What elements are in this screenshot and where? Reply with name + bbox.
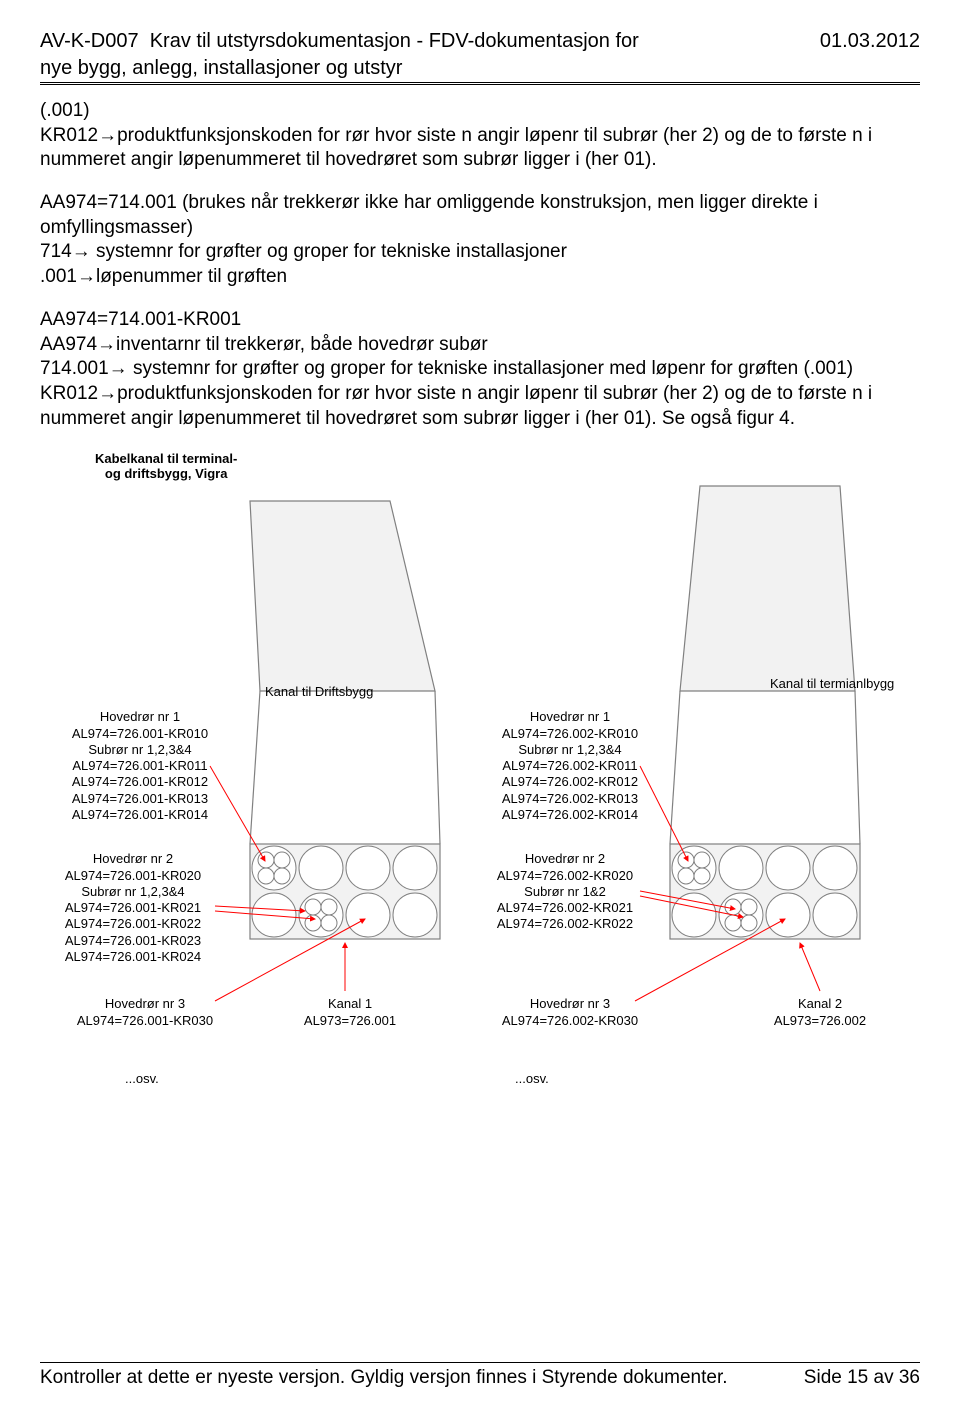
r-b3-l1: AL974=726.002-KR030 [502,1013,638,1028]
l-b1-l1: AL974=726.001-KR010 [72,726,208,741]
kanal1-title: Kanal 1 [328,996,372,1011]
l-b2-l2: AL974=726.001-KR021 [65,900,201,915]
footer-left: Kontroller at dette er nyeste versjon. G… [40,1367,728,1389]
label-kanal-terminal: Kanal til termianlbygg [770,676,894,692]
l-b2-l1: AL974=726.001-KR020 [65,868,201,883]
osv-right: ...osv. [515,1071,549,1087]
r-b3-title: Hovedrør nr 3 [530,996,610,1011]
l-b1-l3: AL974=726.001-KR012 [72,774,208,789]
r-b1-l3: AL974=726.002-KR012 [502,774,638,789]
left-channel-top [250,501,435,691]
r-b2-l3: AL974=726.002-KR022 [497,916,633,931]
l-b1-l5: AL974=726.001-KR014 [72,807,208,822]
r-b2-sub: Subrør nr 1&2 [524,884,606,899]
r-b1-l5: AL974=726.002-KR014 [502,807,638,822]
kanal2-l1: AL973=726.002 [774,1013,866,1028]
header-rule2 [40,84,920,85]
l-b2-sub: Subrør nr 1,2,3&4 [81,884,184,899]
r-b1-title: Hovedrør nr 1 [530,709,610,724]
r-b1-l1: AL974=726.002-KR010 [502,726,638,741]
label-kanal-driftsbygg: Kanal til Driftsbygg [265,684,373,700]
footer-right: Side 15 av 36 [804,1367,920,1389]
l-b1-sub: Subrør nr 1,2,3&4 [88,742,191,757]
l-b2-title: Hovedrør nr 2 [93,851,173,866]
diagram: Kabelkanal til terminal- og driftsbygg, … [40,451,920,1151]
r-b1-l2: AL974=726.002-KR011 [502,758,637,773]
body-text: (.001) KR012→produktfunksjonskoden for r… [40,99,920,431]
r-b2-l2: AL974=726.002-KR021 [497,900,633,915]
r-b2-title: Hovedrør nr 2 [525,851,605,866]
l-b1-l4: AL974=726.001-KR013 [72,791,208,806]
osv-left: ...osv. [125,1071,159,1087]
doc-ref: AV-K-D007 [40,30,139,52]
page-footer: Kontroller at dette er nyeste versjon. G… [40,1353,920,1390]
title-line2: nye bygg, anlegg, installasjoner og utst… [40,57,920,82]
title-line1: Krav til utstyrsdokumentasjon - FDV-doku… [150,30,639,52]
l-b1-l2: AL974=726.001-KR011 [72,758,207,773]
l-b2-l3: AL974=726.001-KR022 [65,916,201,931]
kanal2-title: Kanal 2 [798,996,842,1011]
l-b3-l1: AL974=726.001-KR030 [77,1013,213,1028]
paragraph-1: (.001) KR012→produktfunksjonskoden for r… [40,99,920,173]
right-channel-top [680,486,855,691]
doc-date: 01.03.2012 [800,30,920,53]
r-b1-l4: AL974=726.002-KR013 [502,791,638,806]
l-b2-l4: AL974=726.001-KR023 [65,933,201,948]
r-b2-l1: AL974=726.002-KR020 [497,868,633,883]
header-rule [40,82,920,83]
page-header: AV-K-D007 Krav til utstyrsdokumentasjon … [40,30,920,57]
kanal1-l1: AL973=726.001 [304,1013,396,1028]
paragraph-2: AA974=714.001 (brukes når trekkerør ikke… [40,191,920,290]
r-b1-sub: Subrør nr 1,2,3&4 [518,742,621,757]
l-b1-title: Hovedrør nr 1 [100,709,180,724]
l-b3-title: Hovedrør nr 3 [105,996,185,1011]
l-b2-l5: AL974=726.001-KR024 [65,949,201,964]
paragraph-3: AA974=714.001-KR001 AA974→inventarnr til… [40,308,920,431]
